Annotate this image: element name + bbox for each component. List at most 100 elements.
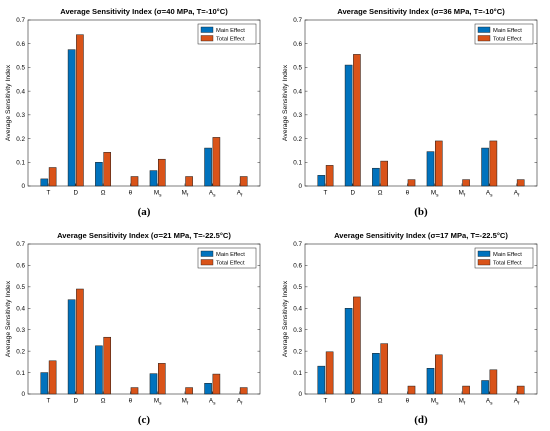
x-tick-label: θ (129, 398, 133, 405)
y-tick-label: 0.5 (16, 65, 25, 72)
legend: Main Effect Total Effect (474, 23, 534, 45)
x-tick-label: Mf (182, 190, 189, 199)
bar (130, 387, 139, 395)
bar (317, 175, 326, 187)
plot-area (27, 243, 261, 395)
bar (157, 158, 166, 187)
x-tick-label: D (73, 398, 78, 405)
x-tick-label: Af (514, 398, 520, 407)
legend-swatch (477, 26, 491, 33)
legend-swatch (200, 259, 214, 266)
x-tick-label: θ (129, 190, 133, 197)
legend-label: Main Effect (216, 252, 245, 258)
bar (516, 179, 525, 187)
bar (212, 373, 221, 395)
y-tick-label: 0.3 (293, 112, 302, 119)
x-tick-label: As (486, 398, 493, 407)
bar (407, 179, 416, 187)
x-tick-label: T (47, 398, 51, 405)
bar (325, 165, 334, 187)
chart-title: Average Sensitivity Index (σ=40 MPa, T=-… (60, 7, 228, 16)
chart-title: Average Sensitivity Index (σ=17 MPa, T=-… (334, 231, 508, 240)
bar (95, 162, 103, 187)
legend-swatch (200, 26, 214, 33)
bar (353, 54, 361, 187)
bar (204, 383, 212, 395)
y-tick-label: 0 (21, 183, 25, 190)
bar (325, 351, 334, 395)
x-tick-label: D (73, 190, 78, 197)
bar (380, 160, 389, 187)
legend-label: Total Effect (493, 36, 522, 42)
x-tick-label: θ (406, 398, 410, 405)
panel-caption: (b) (414, 206, 428, 218)
x-tick-label: Af (514, 190, 520, 199)
x-tick-label: As (209, 398, 216, 407)
y-tick-label: 0.6 (293, 41, 302, 48)
y-tick-label: 0.1 (293, 159, 302, 166)
bar (426, 151, 435, 187)
y-tick-label: 0.2 (293, 136, 302, 143)
bar (67, 49, 76, 187)
chart-title: Average Sensitivity Index (σ=21 MPa, T=-… (57, 231, 231, 240)
y-tick-label: 0.7 (293, 241, 302, 248)
x-tick-label: Ω (101, 190, 106, 197)
x-tick-label: Af (237, 398, 243, 407)
bar (481, 380, 489, 395)
bar (372, 167, 380, 187)
legend: Main Effect Total Effect (474, 247, 534, 269)
bar (516, 385, 525, 395)
y-tick-label: 0 (21, 391, 25, 398)
bar (76, 288, 84, 395)
x-tick-label: Ms (154, 398, 162, 407)
panel-caption: (c) (138, 414, 151, 426)
bar (426, 368, 435, 395)
x-tick-label: θ (406, 190, 410, 197)
legend-label: Main Effect (493, 28, 522, 34)
x-tick-label: Ms (154, 190, 162, 199)
y-tick-label: 0.4 (293, 88, 302, 95)
y-tick-label: 0.3 (16, 327, 25, 334)
legend-swatch (477, 250, 491, 257)
bar (95, 345, 103, 395)
y-tick-label: 0.4 (293, 305, 302, 312)
y-tick-label: 0.5 (293, 65, 302, 72)
bar (344, 64, 353, 187)
x-tick-label: D (350, 398, 355, 405)
x-tick-label: Af (237, 190, 243, 199)
y-tick-label: 0.6 (16, 263, 25, 270)
bar (489, 140, 498, 187)
y-axis-label: Average Sensitivity Index (5, 64, 12, 141)
bar (157, 363, 166, 395)
y-tick-label: 0.7 (293, 17, 302, 24)
bar (149, 373, 158, 395)
bar (481, 147, 489, 187)
bar (344, 308, 353, 395)
y-tick-label: 0 (298, 391, 302, 398)
x-tick-label: Mf (459, 398, 466, 407)
bar (239, 387, 248, 395)
x-tick-label: Ω (378, 398, 383, 405)
bar (40, 372, 49, 395)
y-tick-label: 0.1 (16, 159, 25, 166)
bar (48, 360, 57, 395)
x-tick-label: As (209, 190, 216, 199)
legend-swatch (477, 259, 491, 266)
y-tick-label: 0.6 (16, 41, 25, 48)
bar (489, 369, 498, 395)
bar (48, 167, 57, 187)
y-tick-label: 0.2 (293, 348, 302, 355)
panel-caption: (a) (138, 206, 151, 218)
y-tick-label: 0.2 (16, 136, 25, 143)
bar (239, 176, 248, 187)
y-tick-label: 0.4 (16, 305, 25, 312)
bar (434, 354, 443, 395)
plot-area (304, 19, 538, 187)
y-tick-label: 0 (298, 183, 302, 190)
bar (40, 178, 49, 187)
legend: Main Effect Total Effect (197, 247, 257, 269)
